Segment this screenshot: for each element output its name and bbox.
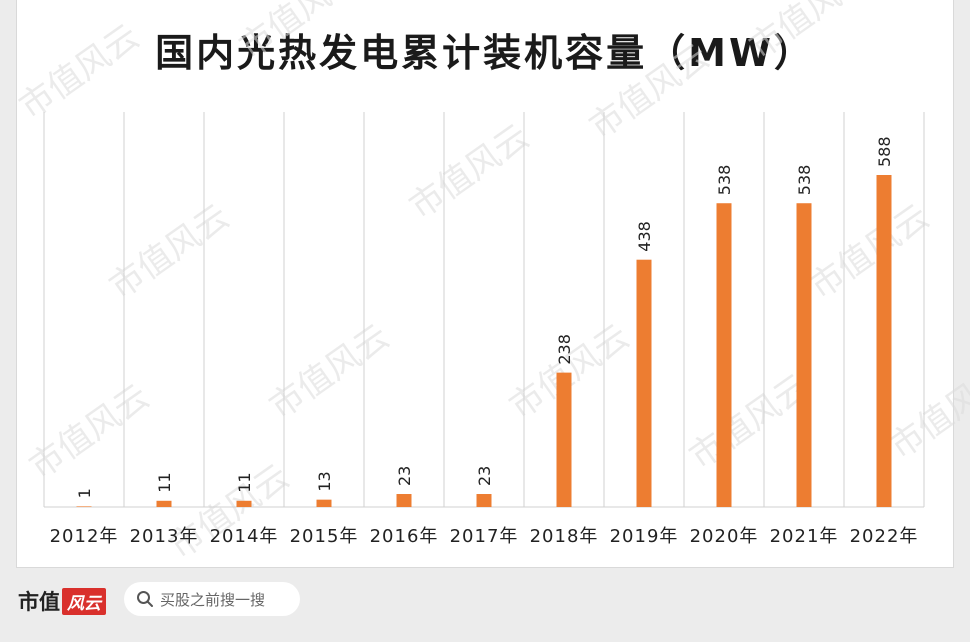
search-box[interactable]: 买股之前搜一搜 xyxy=(124,582,300,616)
brand-logo[interactable]: 市值 风云 xyxy=(18,586,106,616)
data-label: 23 xyxy=(475,466,494,486)
data-label: 588 xyxy=(875,136,894,167)
watermark-text: 市值风云 xyxy=(882,357,970,468)
bar xyxy=(156,500,172,507)
chart-title: 国内光热发电累计装机容量（MW） xyxy=(155,31,815,75)
data-label: 238 xyxy=(555,334,574,365)
x-tick-label: 2019年 xyxy=(610,526,679,547)
bar xyxy=(76,506,92,507)
brand-badge: 风云 xyxy=(62,587,106,615)
watermark-text: 市值风云 xyxy=(262,317,396,428)
x-tick-label: 2014年 xyxy=(210,526,279,547)
data-label: 11 xyxy=(235,472,254,492)
search-icon xyxy=(137,591,153,607)
x-tick-label: 2013年 xyxy=(130,526,199,547)
x-tick-label: 2020年 xyxy=(690,526,759,547)
bar xyxy=(636,259,652,507)
watermark-text: 市值风云 xyxy=(802,197,936,308)
x-tick-label: 2016年 xyxy=(370,526,439,547)
bar xyxy=(716,203,732,507)
watermark-text: 市值风云 xyxy=(682,367,816,478)
bar xyxy=(396,494,412,507)
bar xyxy=(876,175,892,507)
watermark-text: 市值风云 xyxy=(582,37,716,148)
bar xyxy=(236,500,252,507)
brand-name: 市值 xyxy=(18,589,60,614)
watermark-text: 市值风云 xyxy=(22,377,156,488)
x-tick-label: 2015年 xyxy=(290,526,359,547)
search-placeholder: 买股之前搜一搜 xyxy=(160,590,266,609)
watermark-text: 市值风云 xyxy=(742,0,876,67)
x-tick-label: 2021年 xyxy=(770,526,839,547)
x-tick-label: 2017年 xyxy=(450,526,519,547)
x-tick-label: 2012年 xyxy=(50,526,119,547)
data-label: 23 xyxy=(395,466,414,486)
bar xyxy=(796,203,812,507)
bar xyxy=(476,494,492,507)
data-label: 538 xyxy=(795,165,814,196)
data-label: 13 xyxy=(315,471,334,491)
watermark-text: 市值风云 xyxy=(402,117,536,228)
x-tick-label: 2022年 xyxy=(850,526,919,547)
watermark-text: 市值风云 xyxy=(102,197,236,308)
bar xyxy=(316,499,332,507)
watermark-text: 市值风云 xyxy=(162,457,296,568)
data-label: 1 xyxy=(75,488,94,498)
watermark-text: 市值风云 xyxy=(12,17,146,128)
watermark-text: 市值风云 xyxy=(232,0,366,67)
x-tick-label: 2018年 xyxy=(530,526,599,547)
bar xyxy=(556,372,572,507)
data-label: 538 xyxy=(715,165,734,196)
data-label: 438 xyxy=(635,221,654,252)
data-label: 11 xyxy=(155,472,174,492)
